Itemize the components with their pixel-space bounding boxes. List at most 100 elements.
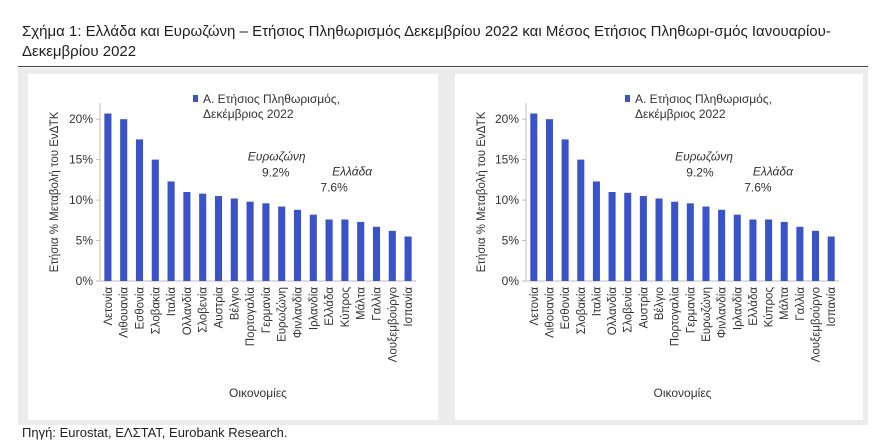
chart-1-bar xyxy=(278,206,286,281)
chart-1-category-label: Μάλτα xyxy=(356,287,368,320)
chart-1-category-label: Σλοβακία xyxy=(150,287,162,335)
chart-1-category-label: Ελλάδα xyxy=(324,287,336,326)
chart-2-annotation-value: 9.2% xyxy=(686,166,714,180)
chart-1-category-label: Ισπανία xyxy=(403,287,415,327)
chart-1-bar xyxy=(214,196,223,281)
chart-1-bar xyxy=(104,113,112,281)
chart-2-legend-label-line2: Δεκέμβριος 2022 xyxy=(635,107,726,121)
chart-2-category-label: Σλοβακία xyxy=(576,287,588,335)
chart-1-bar xyxy=(151,159,159,281)
chart-2-bar xyxy=(671,201,679,281)
chart-2-bar xyxy=(718,209,726,281)
chart-2-bar xyxy=(545,119,553,281)
chart-2-category-label: Ολλανδία xyxy=(607,287,619,336)
chart-1-category-label: Αυστρία xyxy=(214,287,226,329)
chart-2-category-label: Σλοβενία xyxy=(623,287,635,333)
chart-1-category-label: Λετονία xyxy=(103,287,115,326)
chart-2-category-label: Ιρλανδία xyxy=(732,287,744,330)
chart-2-y-tick-label: 20% xyxy=(495,112,519,126)
chart-2-category-label: Πορτογαλία xyxy=(670,287,682,347)
chart-1-y-tick-label: 20% xyxy=(69,112,93,126)
figure-title: Σχήμα 1: Ελλάδα και Ευρωζώνη – Ετήσιος Π… xyxy=(22,23,831,60)
chart-1-category-label: Ευρωζώνη xyxy=(277,287,289,342)
chart-1-y-axis-title: Ετήσια % Μεταβολή του ΕνΔΤΚ xyxy=(49,111,61,272)
chart-1-bar xyxy=(199,193,207,281)
chart-1-category-label: Σλοβενία xyxy=(198,287,210,333)
chart-1-category-label: Ιρλανδία xyxy=(308,287,320,330)
chart-2-bar xyxy=(749,219,757,281)
chart-1-category-label: Γαλλία xyxy=(372,287,384,321)
chart-1-bar xyxy=(293,209,302,281)
chart-2-category-label: Φινλανδία xyxy=(717,287,729,338)
source-note: Πηγή: Eurostat, ΕΛΣΤΑΤ, Eurobank Researc… xyxy=(22,425,288,440)
chart-2-annotation-name: Ευρωζώνη xyxy=(675,150,733,164)
chart-2-bar xyxy=(655,198,663,281)
chart-1-bar xyxy=(262,203,270,281)
chart-2-bar xyxy=(765,219,773,281)
chart-1-bar xyxy=(388,230,396,281)
chart-1-bar xyxy=(341,219,349,281)
chart-2-category-label: Γερμανία xyxy=(685,287,697,334)
chart-2-category-label: Λιθουανία xyxy=(544,287,556,338)
chart-1-annotation-value: 7.6% xyxy=(320,181,348,195)
chart-2-y-axis-title: Ετήσια % Μεταβολή του ΕνΔΤΚ xyxy=(476,111,488,272)
chart-2-bar xyxy=(530,113,538,281)
chart-1-bar xyxy=(246,201,254,281)
chart-1-category-label: Εσθονία xyxy=(135,287,147,330)
chart-2-bar xyxy=(592,181,600,281)
chart-1-bar xyxy=(183,192,191,281)
chart-2-bar xyxy=(624,192,632,281)
chart-1-category-label: Βέλγιο xyxy=(229,287,241,320)
chart-1-annotation-name: Ελλάδα xyxy=(332,165,373,179)
chart-1-bar xyxy=(404,236,412,281)
chart-2-bar xyxy=(639,196,647,281)
chart-right: 0% 5% 10% 15% 20% Ετήσια % Μεταβολή του ΕνΔΤΚ… xyxy=(455,74,863,420)
chart-1-bar xyxy=(357,221,365,281)
chart-1-y-tick-label: 15% xyxy=(69,153,93,167)
chart-right-svg: 0% 5% 10% 15% 20% Ετήσια % Μεταβολή του ΕνΔΤΚ… xyxy=(476,92,839,400)
chart-1-bar xyxy=(309,214,317,281)
chart-2-legend-label-line1: Α. Ετήσιος Πληθωρισμός, xyxy=(635,92,772,106)
chart-2-category-label: Βέλγιο xyxy=(654,287,666,320)
chart-2-bar xyxy=(796,226,804,281)
chart-2-annotation-value: 7.6% xyxy=(744,181,772,195)
chart-1-category-label: Λιθουανία xyxy=(119,287,131,338)
chart-1-y-tick-label: 0% xyxy=(76,274,94,288)
chart-1-x-axis-title: Οικονομίες xyxy=(229,386,287,400)
chart-2-category-label: Ευρωζώνη xyxy=(701,287,713,342)
chart-1-bar xyxy=(120,119,128,281)
chart-2-x-axis-title: Οικονομίες xyxy=(654,386,712,400)
chart-1-category-label: Γερμανία xyxy=(261,287,273,334)
chart-1-annotation-value: 9.2% xyxy=(262,166,290,180)
chart-2-annotation-name: Ελλάδα xyxy=(753,165,794,179)
chart-1-category-label: Ιταλία xyxy=(166,287,178,317)
chart-2-category-label: Μάλτα xyxy=(779,287,791,320)
chart-2-bar xyxy=(702,206,710,281)
chart-1-category-label: Φινλανδία xyxy=(293,287,305,338)
chart-1-category-label: Κύπρος xyxy=(340,287,352,328)
title-divider xyxy=(18,66,868,67)
chart-left-svg: 0% 5% 10% 15% 20% Ετήσια % Μεταβολή του ΕνΔΤΚ… xyxy=(49,92,416,400)
chart-2-category-label: Ελλάδα xyxy=(748,287,760,326)
chart-2-bar xyxy=(561,139,569,281)
chart-2-category-label: Ιταλία xyxy=(591,287,603,317)
chart-2-bar xyxy=(577,159,585,281)
chart-2-bar xyxy=(733,214,741,281)
chart-2-category-label: Γαλλία xyxy=(795,287,807,321)
chart-2-bar xyxy=(608,192,616,281)
chart-1-legend-label-line1: Α. Ετήσιος Πληθωρισμός, xyxy=(203,92,340,106)
chart-1-bar xyxy=(325,219,333,281)
chart-left: 0% 5% 10% 15% 20% Ετήσια % Μεταβολή του ΕνΔΤΚ… xyxy=(28,74,438,420)
chart-1-legend-swatch xyxy=(193,95,198,102)
chart-2-y-tick-label: 5% xyxy=(502,234,520,248)
chart-2-bar xyxy=(827,236,835,281)
chart-1-category-label: Ολλανδία xyxy=(182,287,194,336)
chart-2-y-tick-label: 10% xyxy=(495,193,519,207)
chart-1-y-tick-label: 10% xyxy=(69,193,93,207)
chart-2-category-label: Λουξεμβούργο xyxy=(811,287,823,362)
chart-2-y-tick-label: 0% xyxy=(502,274,520,288)
chart-1-y-tick-label: 5% xyxy=(76,234,94,248)
chart-2-category-label: Ισπανία xyxy=(826,287,838,327)
chart-1-legend-label-line2: Δεκέμβριος 2022 xyxy=(203,107,294,121)
chart-1-bar xyxy=(167,181,175,281)
